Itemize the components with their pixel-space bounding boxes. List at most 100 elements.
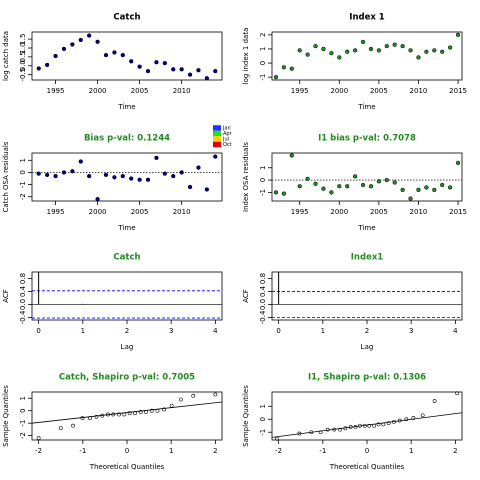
point — [400, 187, 405, 193]
point — [447, 185, 453, 190]
x-tick-label: 1995 — [291, 87, 309, 95]
point — [440, 182, 445, 188]
point — [455, 391, 460, 396]
y-tick-label: -1 — [259, 74, 267, 81]
plot-frame — [31, 391, 223, 441]
point — [133, 411, 137, 416]
point — [397, 418, 402, 423]
y-tick-label: 0.0 — [259, 299, 267, 310]
point — [87, 416, 92, 421]
x-axis-label: Time — [117, 103, 135, 111]
x-tick-label: 2005 — [131, 87, 149, 95]
point — [213, 392, 218, 397]
point — [281, 191, 287, 196]
y-tick-label: -0.4 — [19, 310, 27, 324]
x-tick-label: 2010 — [173, 87, 191, 95]
panel-title: Index 1 — [349, 13, 385, 23]
point — [424, 185, 429, 190]
panel-title: Index1 — [351, 253, 384, 263]
y-tick-label: 0 — [259, 61, 267, 65]
point — [171, 173, 176, 179]
point — [360, 182, 366, 188]
x-tick-label: 0 — [125, 447, 129, 455]
point — [155, 408, 160, 413]
point — [87, 173, 92, 179]
point — [338, 427, 342, 432]
qq-line — [31, 401, 223, 424]
x-tick-label: 2010 — [173, 208, 191, 216]
point — [111, 412, 116, 417]
x-axis-label: Time — [117, 224, 135, 232]
point — [416, 55, 421, 60]
point — [281, 65, 287, 70]
point — [289, 153, 294, 158]
point — [144, 410, 148, 414]
point — [103, 172, 109, 178]
x-tick-label: 4 — [213, 327, 218, 335]
y-axis-label: log index 1 data — [242, 28, 250, 85]
x-axis-label: Time — [357, 224, 375, 232]
point — [432, 187, 437, 193]
point — [318, 430, 323, 435]
x-tick-label: 2015 — [449, 208, 467, 216]
x-axis-label: Lag — [361, 343, 374, 351]
x-tick-label: 2 — [453, 447, 457, 455]
point — [305, 176, 310, 181]
point — [162, 60, 167, 66]
x-tick-label: -2 — [275, 447, 282, 455]
legend-swatch — [213, 130, 221, 137]
plot-frame — [31, 31, 223, 81]
x-tick-label: 1 — [169, 447, 173, 455]
y-tick-label: 0.8 — [259, 273, 267, 284]
x-axis-label: Lag — [121, 343, 134, 351]
point — [106, 412, 110, 417]
point — [112, 175, 117, 180]
point — [196, 165, 201, 170]
point — [332, 427, 337, 432]
x-tick-label: 2 — [125, 327, 129, 335]
point — [213, 68, 218, 74]
point — [179, 67, 184, 72]
point — [44, 172, 50, 178]
point — [70, 42, 75, 47]
x-tick-label: 2010 — [410, 87, 428, 95]
point — [273, 75, 279, 80]
y-axis-label: Sample Quantiles — [2, 385, 10, 447]
point — [122, 412, 127, 417]
x-tick-label: 0 — [276, 327, 280, 335]
point — [329, 190, 334, 195]
legend-swatch — [213, 136, 221, 142]
point — [455, 160, 461, 165]
point — [58, 426, 63, 431]
point — [95, 39, 100, 44]
panel-title: Catch, Shapiro p-val: 0.7005 — [59, 373, 195, 383]
point — [384, 177, 389, 183]
x-tick-label: 3 — [169, 327, 173, 335]
x-tick-label: 2010 — [410, 208, 428, 216]
x-tick-label: 2015 — [449, 87, 467, 95]
point — [416, 187, 421, 193]
point — [61, 46, 67, 52]
point — [61, 170, 67, 175]
point — [381, 422, 386, 427]
y-tick-label: 1.5 — [19, 34, 27, 45]
point — [313, 43, 318, 49]
x-tick-label: 1 — [321, 327, 325, 335]
point — [432, 399, 437, 403]
point — [325, 427, 330, 432]
plot-frame — [31, 152, 223, 202]
point — [305, 52, 310, 57]
point — [162, 171, 167, 176]
point — [187, 72, 193, 77]
point — [360, 39, 366, 45]
point — [392, 42, 397, 47]
point — [137, 177, 142, 182]
y-tick-label: -0.4 — [259, 310, 267, 324]
point — [162, 407, 167, 412]
point — [179, 397, 183, 402]
point — [78, 159, 83, 164]
point — [297, 184, 302, 189]
qq-line — [271, 412, 463, 438]
point — [337, 55, 342, 60]
point — [117, 412, 121, 417]
